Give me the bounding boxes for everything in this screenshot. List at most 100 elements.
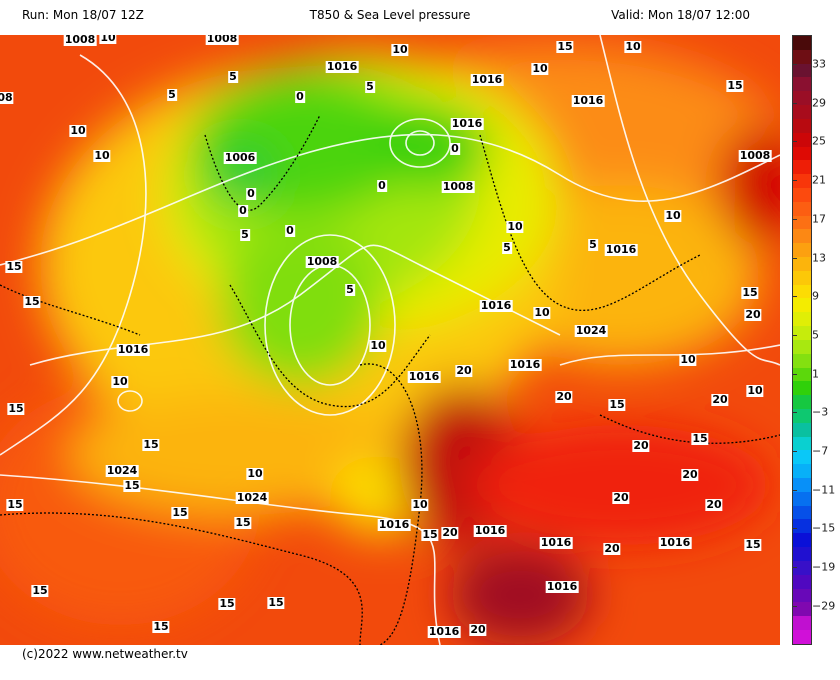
isobar-label: 15 (218, 597, 236, 610)
colorbar-band (793, 91, 811, 106)
isobar-label: 1016 (508, 358, 542, 371)
colorbar-band (793, 602, 811, 617)
isobar-label: 15 (5, 260, 23, 273)
colorbar-band (793, 450, 811, 465)
isobar-label: 1008 (441, 180, 475, 193)
isobar-label: 1016 (545, 580, 579, 593)
isobar-label: 10 (531, 62, 549, 75)
colorbar-band (793, 257, 811, 271)
colorbar-tick-label: −19 (812, 560, 836, 574)
isobar-label: 0 (246, 187, 256, 200)
colorbar-band (793, 560, 811, 575)
isobar-label: 0 (377, 179, 387, 192)
isobar-label: 15 (421, 528, 439, 541)
isobar-label: 10 (624, 40, 642, 53)
isobar-label: 10 (69, 124, 87, 137)
colorbar-band (793, 353, 811, 368)
colorbar-tick-mark (792, 102, 797, 104)
colorbar-tick-label: 13 (812, 251, 826, 264)
colorbar-band (793, 229, 811, 244)
isobar-label: 0 (285, 224, 295, 237)
isobar-label: 15 (741, 286, 759, 299)
isobar-label: 15 (142, 438, 160, 451)
isobar-label: 15 (691, 432, 709, 445)
colorbar-band (793, 174, 811, 188)
colorbar-band (793, 491, 811, 506)
isobar-label: 1016 (116, 343, 150, 356)
isobar-label: 15 (31, 584, 49, 597)
isobar-label: 10 (111, 375, 129, 388)
isobar-label: 5 (588, 238, 598, 251)
temperature-colorbar (792, 35, 812, 645)
isobar-label: 1008 (205, 35, 239, 45)
colorbar-tick-label: 25 (812, 134, 826, 148)
colorbar-tick-mark (792, 528, 797, 530)
colorbar-band (793, 132, 811, 147)
isobar-label: 1008 (305, 255, 339, 268)
isobar-label: 10 (746, 384, 764, 397)
isobar-label: 1016 (450, 117, 484, 130)
isobar-label: 1016 (325, 60, 359, 73)
isobar-label: 20 (441, 526, 459, 539)
isobar-label: 1016 (658, 536, 692, 549)
colorbar-band (793, 36, 811, 50)
isobar-label: 15 (744, 538, 762, 551)
colorbar-band (793, 478, 811, 492)
colorbar-band (793, 408, 811, 423)
colorbar-tick-mark (792, 373, 797, 375)
colorbar-tick-label: 9 (812, 289, 819, 303)
isobar-label: 1006 (223, 151, 257, 164)
isobar-label: 5 (228, 70, 238, 83)
isobar-label: 15 (152, 620, 170, 633)
run-time-label: Run: Mon 18/07 12Z (22, 8, 144, 22)
isobar-label: 5 (240, 228, 250, 241)
colorbar-band (793, 505, 811, 520)
isobar-label: 08 (0, 92, 14, 104)
colorbar-band (793, 284, 811, 299)
colorbar-band (793, 395, 811, 409)
colorbar-tick-label: −29 (812, 599, 836, 613)
colorbar-tick-mark (792, 296, 797, 298)
colorbar-band (793, 533, 811, 548)
isobar-label: 5 (345, 283, 355, 296)
isobar-label: 5 (502, 241, 512, 254)
isobar-label: 1016 (427, 625, 461, 638)
colorbar-tick-label: 17 (812, 212, 826, 226)
weather-map[interactable]: 1008 10 1008 5 1016 10 1016 10 08 5 10 0 5 1016 0 10 101… (0, 35, 780, 645)
colorbar-band (793, 436, 811, 451)
colorbar-tick-mark (792, 218, 797, 220)
isobar-label: 10 (391, 43, 409, 56)
colorbar-band (793, 339, 811, 354)
isobar-label: 1008 (63, 35, 97, 46)
colorbar-tick-mark (792, 605, 797, 607)
colorbar-band (793, 201, 811, 216)
colorbar-tick-label: 21 (812, 173, 826, 187)
colorbar-band (793, 574, 811, 589)
isobar-label: 5 (167, 88, 177, 101)
colorbar-tick-mark (792, 257, 797, 259)
colorbar-band (793, 519, 811, 534)
colorbar-tick-label: −11 (812, 483, 836, 497)
colorbar-tick-mark (792, 489, 797, 491)
isobar-label: 10 (664, 209, 682, 222)
colorbar-band (793, 49, 811, 64)
isobar-label: 15 (556, 40, 574, 53)
isobar-label: 1016 (407, 370, 441, 383)
isobar-label: 15 (123, 479, 141, 492)
isobar-label: 15 (234, 516, 252, 529)
chart-title: T850 & Sea Level pressure (309, 8, 471, 22)
colorbar-tick-mark (792, 334, 797, 336)
isobar-label: 15 (6, 498, 24, 511)
isobar-label: 0 (295, 90, 305, 103)
colorbar-tick-label: −3 (812, 405, 829, 419)
colorbar-tick-label: 5 (812, 328, 819, 342)
temperature-field (0, 35, 780, 645)
isobar-label: 1016 (470, 73, 504, 86)
isobar-label: 20 (612, 491, 630, 504)
colorbar-band (793, 367, 811, 382)
colorbar-band (793, 629, 811, 644)
colorbar-tick-mark (792, 451, 797, 452)
colorbar-band (793, 187, 811, 202)
isobar-label: 10 (533, 306, 551, 319)
isobar-label: 1016 (473, 524, 507, 537)
